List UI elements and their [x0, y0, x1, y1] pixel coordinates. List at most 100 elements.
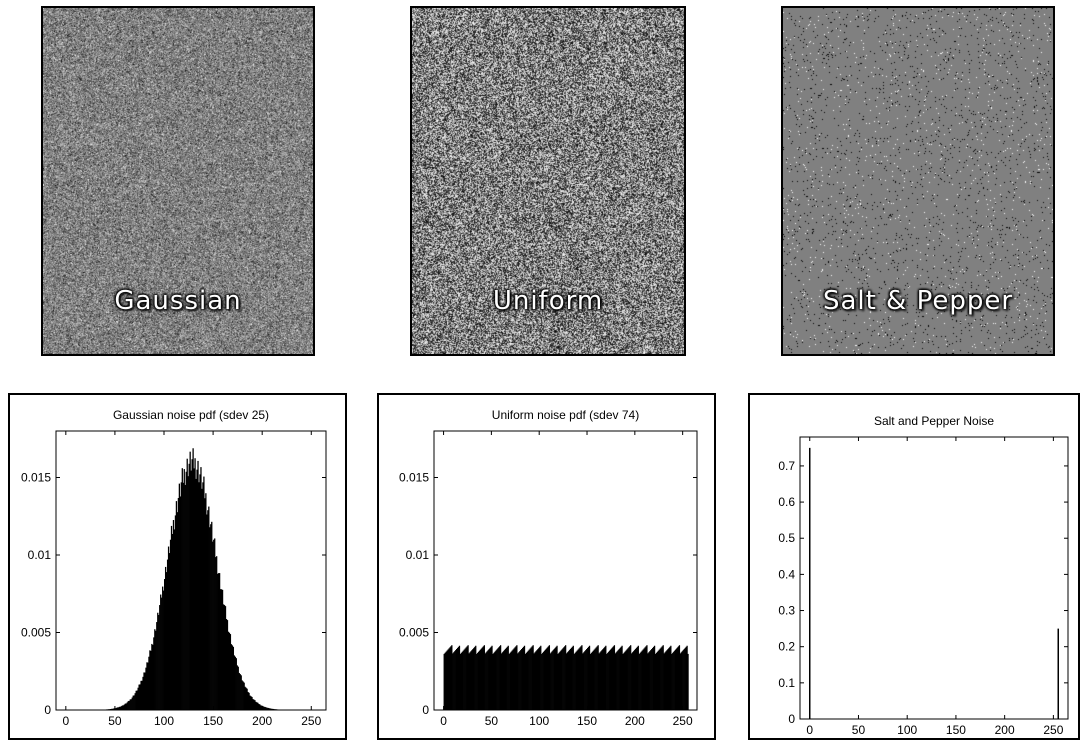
histogram-bar — [524, 653, 527, 710]
histogram-bar — [682, 650, 684, 710]
histogram-bar — [470, 651, 472, 710]
histogram-bar — [538, 647, 540, 710]
histogram-bar — [258, 704, 260, 710]
salt-pepper-pdf-chart-frame: Salt and Pepper Noise 0 50 100 150 200 250 0 0.1… — [748, 393, 1080, 740]
chart-title: Salt and Pepper Noise — [874, 414, 994, 428]
salt-pepper-noise-image: Salt & Pepper — [781, 6, 1055, 356]
histogram-bar — [196, 469, 198, 710]
histogram-bar — [269, 708, 271, 710]
histogram-bar — [231, 645, 234, 710]
histogram-bar — [596, 646, 598, 710]
histogram-bar — [275, 709, 278, 710]
chart-title: Uniform noise pdf (sdev 74) — [492, 408, 639, 422]
histogram-bar — [658, 649, 661, 710]
histogram-bar — [600, 651, 602, 710]
histogram-bar — [468, 653, 470, 710]
histogram-bar — [110, 708, 113, 710]
histogram-bar — [512, 649, 514, 710]
histogram-bar — [225, 619, 228, 710]
plot-area — [799, 436, 1069, 720]
histogram-bar — [211, 521, 213, 710]
histogram-bar — [136, 690, 138, 710]
uniform-pdf-chart-frame: Uniform noise pdf (sdev 74) 0 50 100 150 200 2… — [377, 393, 716, 740]
histogram-bar — [236, 665, 238, 710]
histogram-bar — [590, 652, 593, 710]
histogram-bar — [138, 684, 140, 710]
histogram-bar — [207, 510, 209, 710]
histogram-bar — [241, 680, 243, 710]
y-tick-label: 0.015 — [21, 471, 51, 485]
histogram-bar — [169, 539, 172, 710]
histogram-bar — [267, 707, 269, 710]
histogram-bar — [120, 706, 123, 710]
histogram-bar — [608, 651, 610, 710]
histogram-bar — [251, 696, 253, 710]
histogram-bar — [587, 646, 590, 710]
histogram-bar — [598, 653, 600, 710]
histogram-bar — [673, 651, 675, 710]
histogram-bar — [203, 476, 205, 710]
histogram-bar — [649, 651, 651, 710]
histogram-bar — [448, 648, 450, 710]
histogram-bar — [531, 646, 533, 710]
histogram-bar — [498, 647, 500, 710]
histogram-bar — [611, 647, 614, 710]
histogram-bar — [548, 645, 551, 710]
histogram-bar — [222, 604, 225, 710]
histogram-bar — [159, 605, 161, 710]
histogram-bar — [454, 651, 456, 710]
histogram-bar — [671, 653, 673, 710]
histogram-bar — [213, 539, 215, 710]
histogram-bar — [619, 647, 621, 710]
histogram-bar — [223, 605, 226, 710]
histogram-bar — [257, 702, 259, 710]
histogram-bar — [455, 649, 458, 710]
x-tick-label: 100 — [897, 723, 917, 737]
histogram-bar — [675, 648, 678, 710]
histogram-bar — [115, 707, 118, 710]
histogram-bar — [147, 662, 149, 710]
histogram-bar — [594, 648, 596, 710]
histogram-bar — [210, 524, 212, 710]
histogram-bar — [618, 649, 620, 710]
histogram-bar — [194, 458, 196, 710]
histogram-bar — [631, 652, 634, 710]
histogram-bar — [674, 650, 676, 710]
gaussian-noise-image: Gaussian — [41, 6, 315, 356]
histogram-bar — [142, 676, 144, 710]
histogram-bar — [520, 650, 522, 710]
salt-pepper-pdf-chart: Salt and Pepper Noise 0 50 100 150 200 250 0 0.1… — [778, 414, 1069, 737]
histogram-bar — [516, 645, 518, 710]
histogram-bar — [667, 649, 669, 710]
histogram-bar — [201, 488, 203, 710]
histogram-bar — [215, 557, 217, 710]
histogram-bar — [551, 651, 553, 710]
histogram-bar — [666, 650, 668, 710]
histogram-bar — [180, 482, 182, 710]
histogram-bar — [482, 646, 485, 710]
histogram-bar — [530, 647, 532, 710]
histogram-bar — [254, 700, 256, 710]
histogram-bar — [592, 650, 595, 710]
x-tick-label: 150 — [577, 714, 597, 728]
histogram-bar — [190, 470, 192, 710]
histogram-bar — [629, 646, 631, 710]
histogram-bar — [272, 708, 275, 710]
histogram-bar — [533, 653, 535, 710]
uniform-noise-label: Uniform — [492, 286, 604, 316]
histogram-bar — [588, 645, 591, 710]
histogram-bar — [495, 650, 497, 710]
histogram-bar — [616, 651, 618, 710]
histogram-bar — [166, 559, 169, 710]
histogram-bar — [511, 650, 513, 710]
histogram-bar — [128, 700, 130, 710]
histogram-bar — [546, 647, 549, 710]
histogram-bar — [111, 708, 114, 710]
histogram-bar — [591, 651, 594, 710]
histogram-bar — [528, 649, 530, 710]
histogram-bar — [664, 652, 666, 710]
histogram-bar — [126, 702, 128, 710]
x-tick-label: 200 — [995, 723, 1015, 737]
histogram-bar — [547, 646, 550, 710]
histogram-bar — [543, 650, 546, 710]
